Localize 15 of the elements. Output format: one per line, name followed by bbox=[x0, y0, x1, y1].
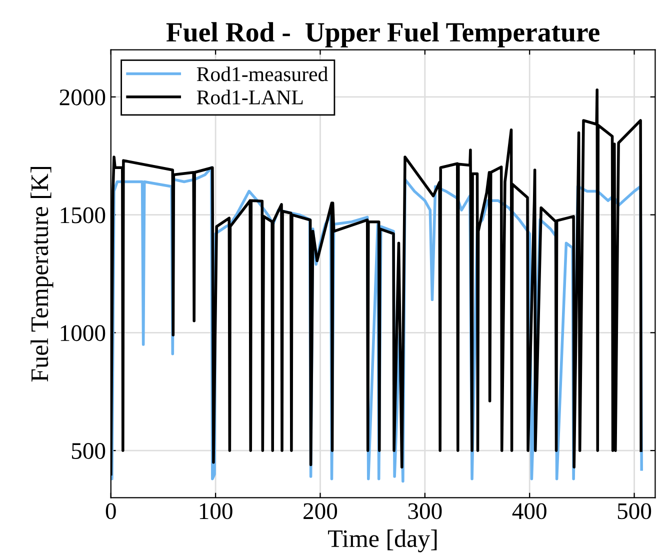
y-tick-label: 500 bbox=[72, 443, 106, 459]
chart-title: Fuel Rod - Upper Fuel Temperature bbox=[166, 22, 600, 48]
y-tick-label: 1500 bbox=[60, 207, 106, 224]
legend-label: Rod1-measured bbox=[196, 66, 328, 82]
y-tick-label: 1000 bbox=[60, 325, 106, 342]
x-tick-label: 200 bbox=[304, 503, 338, 520]
x-axis-title: Time [day] bbox=[328, 530, 437, 552]
y-tick-label: 2000 bbox=[60, 89, 106, 106]
x-tick-label: 400 bbox=[512, 503, 546, 520]
x-tick-label: 500 bbox=[618, 503, 652, 520]
x-tick-label: 300 bbox=[408, 503, 442, 520]
y-axis-title: Fuel Temperature [K] bbox=[30, 167, 54, 382]
legend-label: Rod1-LANL bbox=[196, 90, 303, 104]
x-tick-label: 100 bbox=[200, 503, 232, 520]
x-tick-label: 0 bbox=[106, 503, 116, 520]
